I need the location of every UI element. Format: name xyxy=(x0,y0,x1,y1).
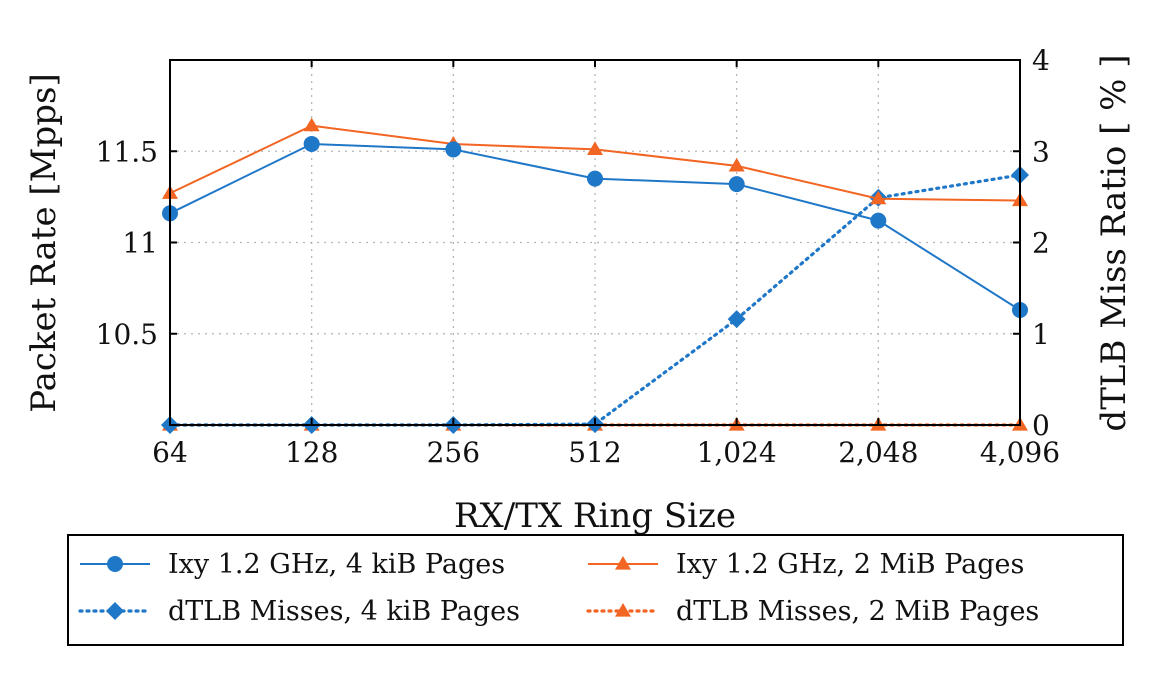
data-point xyxy=(727,310,746,329)
data-point xyxy=(587,170,603,187)
legend-label: dTLB Misses, 4 kiB Pages xyxy=(168,596,520,627)
left-y-axis-title: Packet Rate [Mpps] xyxy=(24,73,64,412)
data-point xyxy=(870,212,887,229)
data-point xyxy=(303,135,320,152)
x-tick-label: 64 xyxy=(152,436,188,469)
data-point xyxy=(728,176,745,193)
legend-entry: Ixy 1.2 GHz, 2 MiB Pages xyxy=(588,549,1024,580)
left-y-tick-label: 10.5 xyxy=(96,318,158,351)
legend: Ixy 1.2 GHz, 4 kiB Pages Ixy 1.2 GHz, 2 M… xyxy=(67,534,1124,646)
x-axis-title: RX/TX Ring Size xyxy=(454,496,736,536)
x-tick-label: 128 xyxy=(285,436,338,469)
left-y-tick-label: 11 xyxy=(122,227,158,260)
right-y-tick-label: 3 xyxy=(1032,135,1050,168)
right-y-tick-label: 4 xyxy=(1032,44,1050,77)
legend-label: dTLB Misses, 2 MiB Pages xyxy=(676,596,1039,627)
legend-entry: Ixy 1.2 GHz, 4 kiB Pages xyxy=(80,549,505,580)
left-y-tick-label: 11.5 xyxy=(96,135,158,168)
series-line xyxy=(169,124,1021,202)
data-point xyxy=(728,157,745,172)
data-point xyxy=(587,141,603,156)
legend-marker xyxy=(107,556,123,572)
series-1 xyxy=(162,135,1028,319)
legend-box xyxy=(67,534,1124,646)
legend-marker xyxy=(615,603,631,617)
right-y-axis-title: dTLB Miss Ratio [ % ] xyxy=(1094,54,1134,431)
x-tick-label: 256 xyxy=(427,436,480,469)
x-tick-label: 2,048 xyxy=(838,436,918,469)
x-tick-label: 1,024 xyxy=(697,436,777,469)
legend-entry: dTLB Misses, 2 MiB Pages xyxy=(586,596,1039,627)
right-y-tick-label: 2 xyxy=(1032,227,1050,260)
ticks: 64 128 256 512 1,024 2,048 4,096 10.5 11 11.5 0 1 2 3… xyxy=(96,44,1060,469)
data-point xyxy=(870,190,887,205)
legend-entry: dTLB Misses, 4 kiB Pages xyxy=(78,596,520,627)
x-tick-label: 512 xyxy=(568,436,621,469)
grid xyxy=(170,60,1020,425)
data-point xyxy=(303,117,320,132)
legend-label: Ixy 1.2 GHz, 2 MiB Pages xyxy=(676,549,1024,580)
legend-marker xyxy=(106,602,124,620)
legend-marker xyxy=(615,556,631,570)
legend-label: Ixy 1.2 GHz, 4 kiB Pages xyxy=(168,549,505,580)
x-tick-label: 4,096 xyxy=(980,436,1060,469)
data-point xyxy=(445,141,462,158)
right-y-tick-label: 1 xyxy=(1032,318,1050,351)
right-y-tick-label: 0 xyxy=(1032,409,1050,442)
